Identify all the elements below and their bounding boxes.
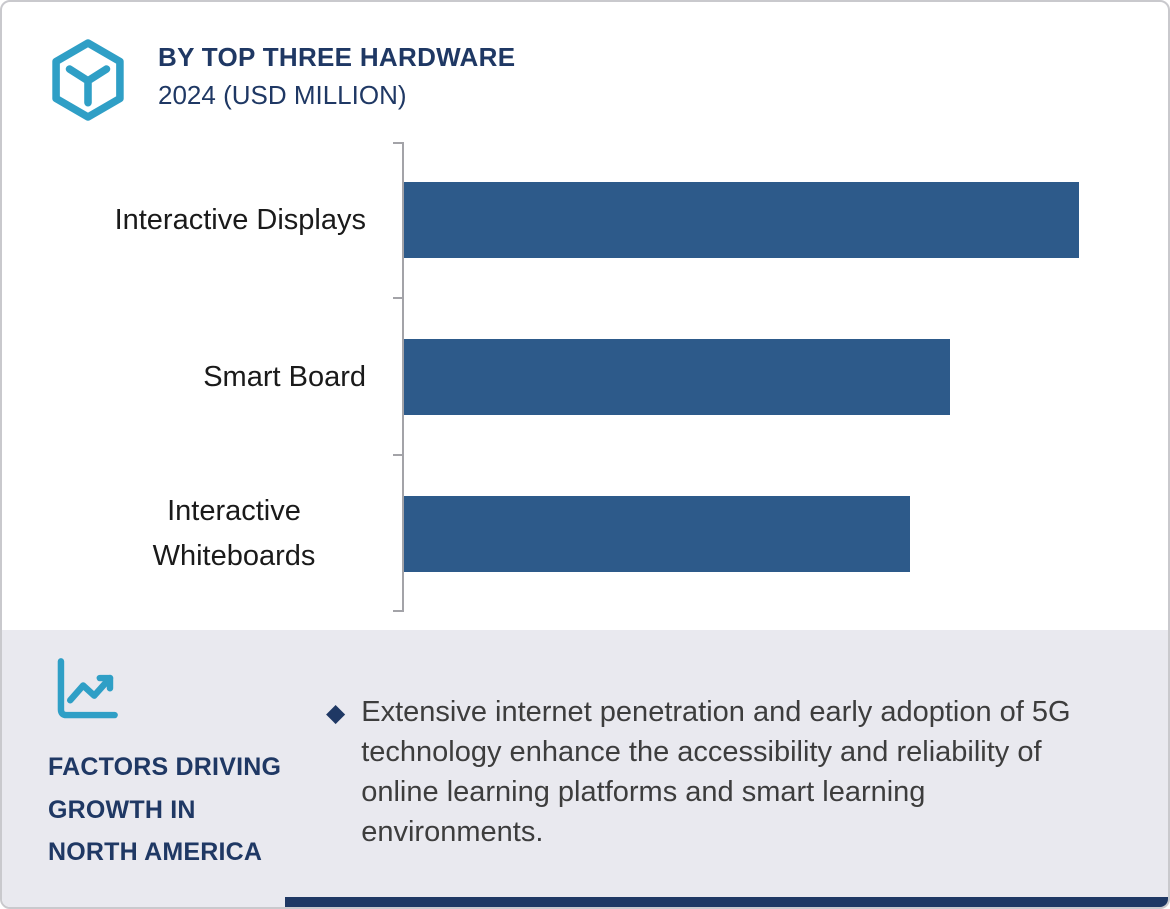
- chart-subtitle: 2024 (USD MILLION): [158, 80, 407, 110]
- factors-heading-line: NORTH AMERICA: [48, 838, 263, 866]
- bar-track: [402, 495, 1144, 572]
- plot-area: Interactive Displays Smart Board Interacti…: [2, 142, 1144, 612]
- category-label-cell: Smart Board: [2, 355, 402, 400]
- factors-panel: FACTORS DRIVING GROWTH IN NORTH AMERICA …: [2, 630, 1168, 907]
- factors-heading-line: GROWTH IN: [48, 795, 196, 824]
- bullet-text: Extensive internet penetration and early…: [361, 696, 1071, 849]
- category-label: Interactive Whiteboards: [152, 494, 316, 572]
- axis-tick: [393, 142, 403, 144]
- category-label-cell: Interactive Whiteboards: [2, 489, 402, 579]
- title-block: BY TOP THREE HARDWARE 2024 (USD MILLION): [158, 38, 515, 111]
- axis-tick: [393, 297, 403, 299]
- growth-line-chart-icon: [48, 654, 318, 728]
- category-label: Interactive Displays: [114, 203, 366, 236]
- bar: [404, 339, 951, 415]
- factors-content: ◆ Extensive internet penetration and ear…: [318, 630, 1168, 907]
- chart-header: BY TOP THREE HARDWARE 2024 (USD MILLION): [2, 2, 1168, 122]
- bar-track: [402, 339, 1144, 415]
- bar: [404, 495, 910, 572]
- bar-row: Interactive Displays: [2, 142, 1144, 299]
- category-label: Smart Board: [203, 360, 366, 393]
- axis-tick: [393, 610, 403, 612]
- bar-track: [402, 182, 1144, 259]
- y-axis-line: [402, 142, 404, 612]
- bar-row: Interactive Whiteboards: [2, 455, 1144, 612]
- factors-heading-block: FACTORS DRIVING GROWTH IN NORTH AMERICA: [2, 630, 318, 907]
- bar-chart: Interactive Displays Smart Board Interacti…: [2, 142, 1144, 612]
- bar-row: Smart Board: [2, 299, 1144, 456]
- footer-accent-bar: [285, 897, 1168, 907]
- bullet-item: ◆ Extensive internet penetration and ear…: [326, 692, 1124, 852]
- diamond-bullet-icon: ◆: [326, 699, 346, 727]
- chart-title: BY TOP THREE HARDWARE: [158, 42, 516, 72]
- bar: [404, 182, 1079, 259]
- axis-tick: [393, 454, 403, 456]
- factors-heading-line: FACTORS DRIVING: [48, 753, 282, 781]
- category-label-cell: Interactive Displays: [2, 198, 402, 243]
- factors-heading: FACTORS DRIVING GROWTH IN NORTH AMERICA: [48, 746, 318, 874]
- hexagon-cube-logo-icon: [46, 38, 130, 122]
